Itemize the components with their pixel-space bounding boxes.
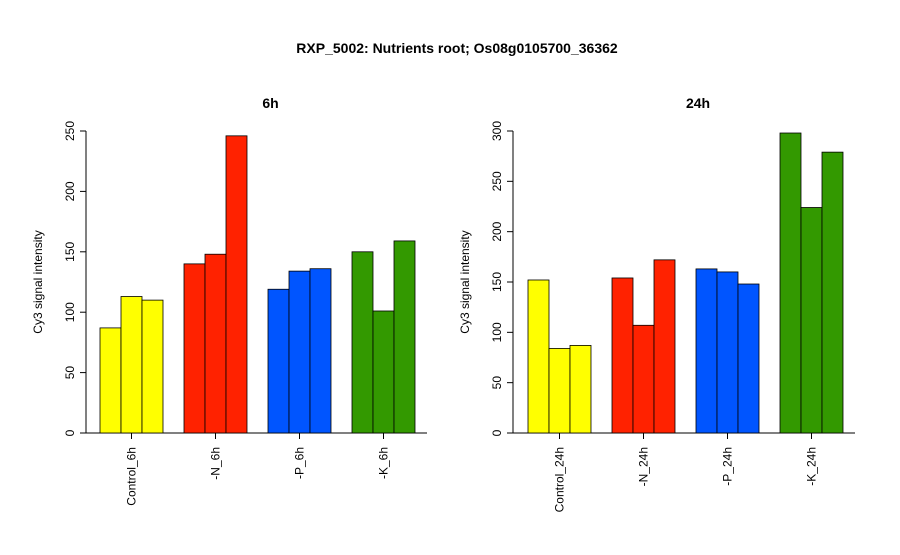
bar xyxy=(779,132,802,434)
x-tick-label: -P_6h xyxy=(293,447,307,479)
bar xyxy=(632,324,655,434)
y-tick-label: 300 xyxy=(490,121,504,141)
panel-6h: 6h 0 50 100 150 200 250 Cy3 signal intensity Con… xyxy=(31,95,427,506)
bar xyxy=(309,268,332,434)
bar xyxy=(183,263,206,434)
y-tick-label: 150 xyxy=(490,272,504,292)
bar xyxy=(225,135,248,434)
bar xyxy=(611,277,634,434)
bar xyxy=(527,279,550,434)
bar xyxy=(569,345,592,434)
bar xyxy=(821,151,844,434)
x-tick-label: -K_24h xyxy=(805,447,819,486)
y-tick-label: 0 xyxy=(63,429,77,436)
bar xyxy=(372,310,395,434)
bar xyxy=(800,207,823,434)
bar xyxy=(141,299,164,434)
y-axis-label: Cy3 signal intensity xyxy=(31,230,45,333)
y-tick-label: 200 xyxy=(63,181,77,201)
bar xyxy=(351,251,374,434)
bar xyxy=(653,259,676,434)
y-axis-label: Cy3 signal intensity xyxy=(458,230,472,333)
x-tick-label: -N_6h xyxy=(209,447,223,480)
bar xyxy=(393,240,416,434)
bar xyxy=(695,268,718,434)
bar xyxy=(716,271,739,434)
x-tick-label: -N_24h xyxy=(637,447,651,486)
bar xyxy=(120,296,143,434)
y-tick-label: 100 xyxy=(63,302,77,322)
y-tick-label: 50 xyxy=(63,366,77,380)
y-tick-label: 100 xyxy=(490,322,504,342)
panel-24h: 24h 0 50 100 150 200 250 300 Cy3 signal intensit… xyxy=(458,95,855,512)
x-tick-label: -P_24h xyxy=(721,447,735,486)
x-tick-label: Control_6h xyxy=(125,447,139,506)
bar xyxy=(267,288,290,434)
bar xyxy=(737,283,760,434)
bar xyxy=(288,270,311,434)
x-tick-label: -K_6h xyxy=(377,447,391,479)
panel-title: 6h xyxy=(262,95,278,111)
figure-title: RXP_5002: Nutrients root; Os08g0105700_3… xyxy=(296,40,618,56)
panel-title: 24h xyxy=(686,95,710,111)
y-tick-label: 250 xyxy=(490,171,504,191)
bar xyxy=(548,348,571,434)
bar xyxy=(99,327,122,434)
y-tick-label: 50 xyxy=(490,376,504,390)
y-tick-label: 150 xyxy=(63,241,77,261)
bar xyxy=(204,253,227,434)
x-tick-label: Control_24h xyxy=(553,447,567,512)
y-tick-label: 200 xyxy=(490,221,504,241)
y-tick-label: 0 xyxy=(490,429,504,436)
y-tick-label: 250 xyxy=(63,121,77,141)
